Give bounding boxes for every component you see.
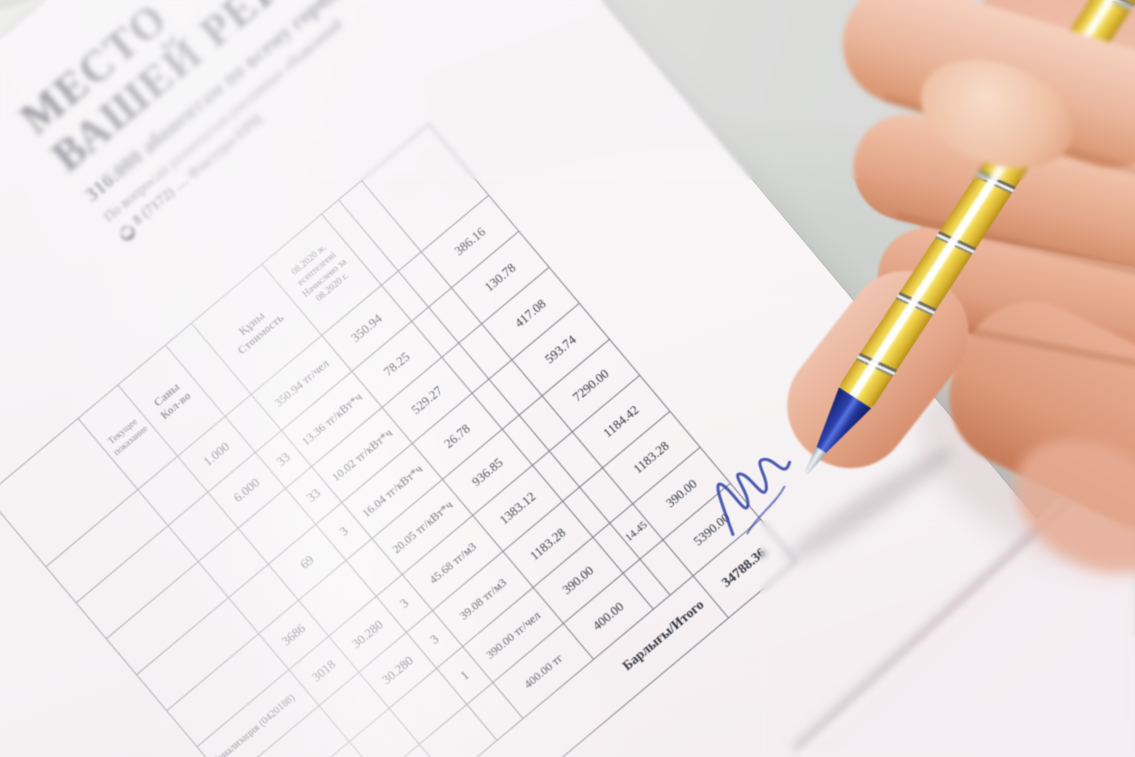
index-fingertip — [905, 39, 1089, 189]
middle-finger — [842, 103, 1135, 287]
phone-icon: ☎ — [116, 222, 138, 244]
ad-contact-text: 8 (7172) … Фактура-ЕРЦ — [129, 110, 266, 229]
ring-finger — [869, 219, 1135, 373]
finger-crease — [894, 211, 1135, 281]
palm — [920, 0, 1135, 490]
pen-highlight — [848, 0, 1135, 401]
index-finger — [827, 0, 1135, 184]
finger-crease — [913, 316, 1135, 368]
finger-crease — [882, 94, 1135, 182]
